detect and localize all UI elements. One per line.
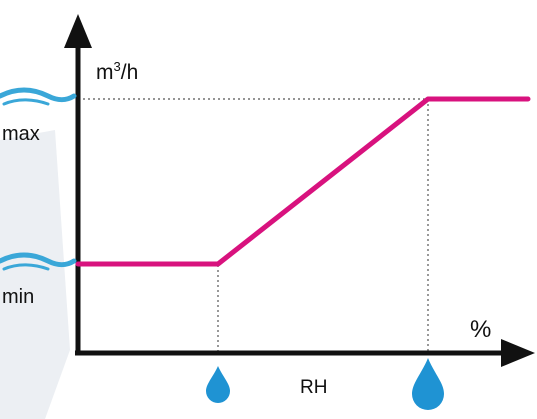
x-axis-arrow [501,339,535,367]
y-unit-label: m3/h [96,59,138,84]
water-drop-icon [412,358,444,410]
x-axis-label: RH [300,377,327,398]
min-label: min [2,286,34,308]
x-unit-label: % [470,316,491,343]
max-label: max [2,123,40,145]
axes [64,14,535,367]
wave-icon [0,87,77,106]
backdrop-shape [0,130,70,419]
wave-icon [0,252,77,271]
water-drop-icon [206,366,230,403]
airflow-curve [75,96,531,267]
y-axis-arrow [64,14,92,48]
guide-lines [78,98,429,352]
